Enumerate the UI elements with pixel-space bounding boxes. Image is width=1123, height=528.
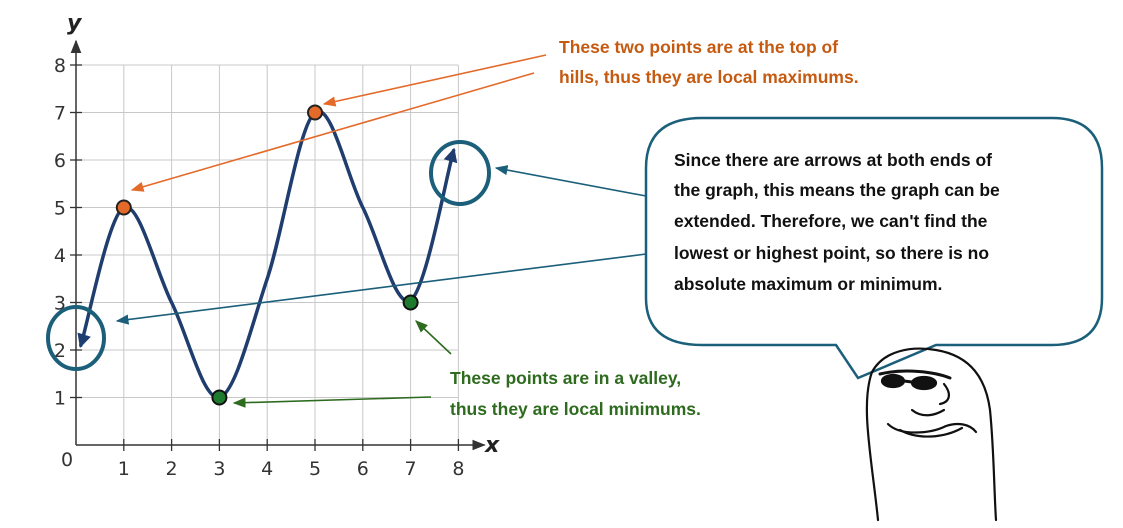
speech-bubble: Since there are arrows at both ends of t…: [115, 116, 1104, 380]
origin-label: 0: [61, 449, 73, 471]
x-tick-label-6: 6: [357, 458, 369, 480]
y-tick-label-1: 1: [54, 388, 66, 410]
y-tick-label-8: 8: [54, 55, 66, 77]
bubble-text-line-5: absolute maximum or minimum.: [674, 274, 942, 294]
x-tick-label-2: 2: [166, 458, 178, 480]
maximums-text-line-1: These two points are at the top of: [559, 37, 838, 57]
left-end-circle: [46, 305, 106, 371]
extrema-points: [115, 104, 419, 406]
y-tick-label-5: 5: [54, 198, 66, 220]
x-tick-label-8: 8: [452, 458, 464, 480]
function-curve: [77, 109, 458, 400]
bubble-arrow-to-left-end: [115, 253, 647, 325]
right-end-circle: [429, 140, 491, 206]
x-tick-label-7: 7: [405, 458, 417, 480]
bubble-text-line-4: lowest or highest point, so there is no: [674, 243, 989, 263]
x-tick-label-3: 3: [213, 458, 225, 480]
y-tick-label-4: 4: [54, 245, 66, 267]
maximums-annotation: These two points are at the top of hills…: [130, 37, 859, 192]
speech-bubble-outline: [644, 116, 1104, 380]
bubble-arrow-to-right-end: [494, 165, 647, 197]
minimums-annotation: These points are in a valley, thus they …: [232, 320, 701, 419]
min-arrow-to-valley-3: [232, 396, 432, 408]
max-arrow-to-peak-5: [322, 54, 547, 107]
y-tick-label-2: 2: [54, 340, 66, 362]
x-tick-label-4: 4: [261, 458, 273, 480]
local-max-point-x1: [115, 199, 132, 216]
local-min-point-x3: [211, 389, 228, 406]
bubble-text-line-2: the graph, this means the graph can be: [674, 180, 1000, 200]
minimums-text-line-1: These points are in a valley,: [450, 368, 681, 388]
y-axis-label: y: [67, 11, 83, 36]
grid-lines: [76, 64, 459, 445]
local-min-point-x7: [402, 294, 419, 311]
local-max-point-x5: [307, 104, 323, 121]
min-arrow-to-valley-7: [415, 320, 452, 355]
maximums-text-line-2: hills, thus they are local maximums.: [559, 67, 859, 87]
minimums-text-line-2: thus they are local minimums.: [450, 399, 701, 419]
max-arrow-to-peak-1: [130, 72, 535, 192]
x-axis-label: x: [484, 433, 500, 458]
y-tick-label-7: 7: [54, 103, 66, 125]
cool-face-character-icon: [865, 347, 998, 522]
bubble-text-line-3: extended. Therefore, we can't find the: [674, 211, 988, 231]
bubble-text-line-1: Since there are arrows at both ends of: [674, 150, 992, 170]
x-tick-label-5: 5: [309, 458, 321, 480]
y-tick-label-6: 6: [54, 150, 66, 172]
curve-layer: [77, 109, 458, 400]
x-tick-label-1: 1: [118, 458, 130, 480]
